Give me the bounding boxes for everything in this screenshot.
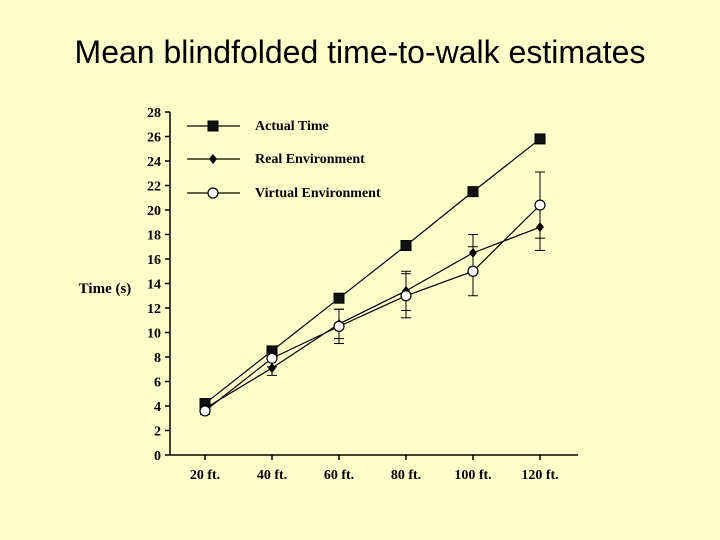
chart-axes (169, 112, 578, 456)
y-tick-label: 14 (147, 278, 161, 293)
y-axis-label: Time (s) (79, 281, 132, 297)
y-tick-label: 18 (147, 229, 161, 244)
y-tick-label: 6 (154, 376, 161, 391)
data-point-circle (333, 320, 345, 332)
legend-marker-circle (207, 187, 219, 199)
slide-title: Mean blindfolded time-to-walk estimates (74, 34, 646, 70)
series-real-environment (200, 203, 545, 414)
series-line (204, 204, 541, 412)
x-axis-ticks: 20 ft. 40 ft. 60 ft. 80 ft. 100 ft. 120 ft. (190, 455, 559, 483)
legend-label: Real Environment (255, 152, 365, 167)
y-tick-label: 16 (147, 253, 161, 268)
y-tick-label: 4 (154, 400, 161, 415)
legend-label: Virtual Environment (255, 186, 381, 201)
legend-label: Actual Time (255, 119, 329, 134)
y-tick-label: 0 (154, 449, 161, 464)
data-point-square (534, 133, 546, 145)
chart-series (199, 133, 546, 417)
x-tick-label: 60 ft. (324, 468, 354, 483)
legend-marker-square (207, 120, 219, 132)
x-tick-label: 100 ft. (454, 468, 491, 483)
y-tick-label: 12 (147, 302, 161, 317)
x-tick-label: 80 ft. (391, 468, 421, 483)
y-tick-label: 10 (147, 327, 161, 342)
x-tick-label: 40 ft. (257, 468, 287, 483)
y-tick-label: 20 (147, 204, 161, 219)
data-point-circle (534, 199, 546, 211)
y-tick-label: 24 (147, 155, 161, 170)
x-tick-label: 120 ft. (521, 468, 558, 483)
series-line (204, 138, 541, 405)
chart-legend: Actual Time Real Environment Virtual Envir… (187, 119, 381, 201)
data-point-circle (400, 290, 412, 302)
legend-item: Actual Time (187, 119, 329, 134)
x-tick-label: 20 ft. (190, 468, 220, 483)
series-line (204, 226, 541, 409)
legend-item: Real Environment (187, 152, 365, 167)
data-point-circle (266, 352, 278, 364)
y-tick-label: 26 (147, 131, 161, 146)
y-tick-label: 8 (154, 351, 161, 366)
series-virtual-environment (199, 171, 546, 417)
data-point-square (400, 240, 412, 252)
data-point-diamond (268, 363, 276, 374)
y-tick-label: 2 (154, 425, 161, 440)
legend-item: Virtual Environment (187, 186, 381, 201)
data-point-square (467, 186, 479, 198)
y-tick-label: 28 (147, 106, 161, 121)
y-tick-label: 22 (147, 180, 161, 195)
legend-marker-diamond (209, 154, 217, 164)
series-actual-time (199, 133, 546, 410)
data-point-circle (199, 405, 211, 417)
data-point-circle (467, 265, 479, 277)
data-point-square (333, 292, 345, 304)
